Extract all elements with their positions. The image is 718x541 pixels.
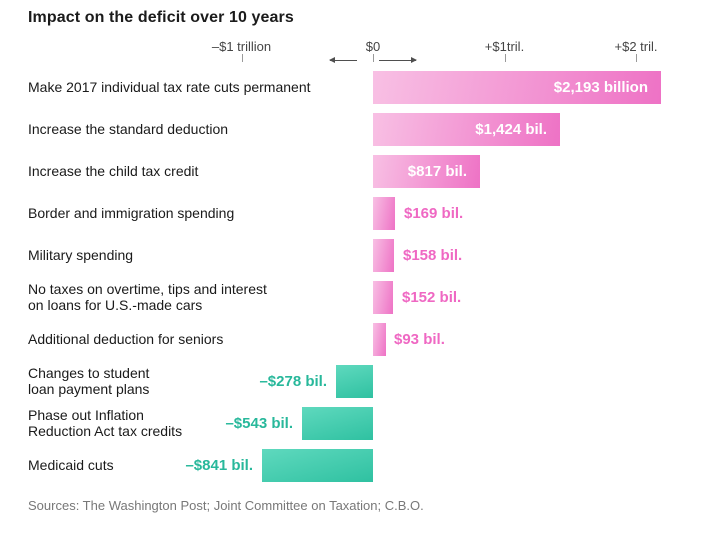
axis-tick-mark [504, 54, 506, 62]
bar [373, 281, 393, 314]
axis-tick-mark [373, 54, 374, 62]
bar-value-label: $1,424 bil. [475, 121, 547, 138]
bar [373, 197, 395, 230]
axis-tick-mark [636, 54, 637, 62]
bar-value-label: $817 bil. [407, 163, 467, 180]
bar-category-label: Border and immigration spending [28, 204, 235, 221]
bar: $1,424 bil. [373, 113, 560, 146]
bar-category-label: Phase out Inflation Reduction Act tax cr… [28, 406, 183, 439]
decrease-direction-arrow-icon [329, 57, 357, 63]
bar [373, 239, 394, 272]
bar-value-label: $158 bil. [403, 247, 463, 264]
axis-tick-label: +$1tril. [484, 39, 525, 54]
bar-value-label: $152 bil. [402, 289, 462, 306]
bar-category-label: Medicaid cuts [28, 456, 114, 473]
chart-title: Impact on the deficit over 10 years [28, 9, 294, 26]
bar-category-label: Changes to student loan payment plans [28, 364, 150, 397]
bar-value-label: –$841 bil. [185, 457, 253, 474]
increase-direction-arrow-icon [379, 57, 417, 63]
bar-category-label: Make 2017 individual tax rate cuts perma… [28, 78, 311, 95]
axis-tick-label: $0 [365, 39, 381, 54]
bar-category-label: No taxes on overtime, tips and interest … [28, 280, 267, 313]
bar [336, 365, 373, 398]
source-note: Sources: The Washington Post; Joint Comm… [28, 498, 424, 513]
bar: $817 bil. [373, 155, 480, 188]
bar-value-label: $169 bil. [404, 205, 464, 222]
bar-value-label: $2,193 billion [553, 79, 648, 96]
bar: $2,193 billion [373, 71, 661, 104]
bar-value-label: $93 bil. [394, 331, 445, 348]
bar-value-label: –$543 bil. [225, 415, 293, 432]
bar [302, 407, 373, 440]
bar-category-label: Additional deduction for seniors [28, 330, 224, 347]
bar-category-label: Increase the standard deduction [28, 120, 229, 137]
bar [262, 449, 373, 482]
bar-value-label: –$278 bil. [259, 373, 327, 390]
bar-category-label: Increase the child tax credit [28, 162, 199, 179]
bar [373, 323, 386, 356]
axis-tick-mark [241, 54, 243, 62]
axis-tick-label: +$2 tril. [614, 39, 658, 54]
bar-category-label: Military spending [28, 246, 134, 263]
axis-tick-label: –$1 trillion [211, 39, 272, 54]
